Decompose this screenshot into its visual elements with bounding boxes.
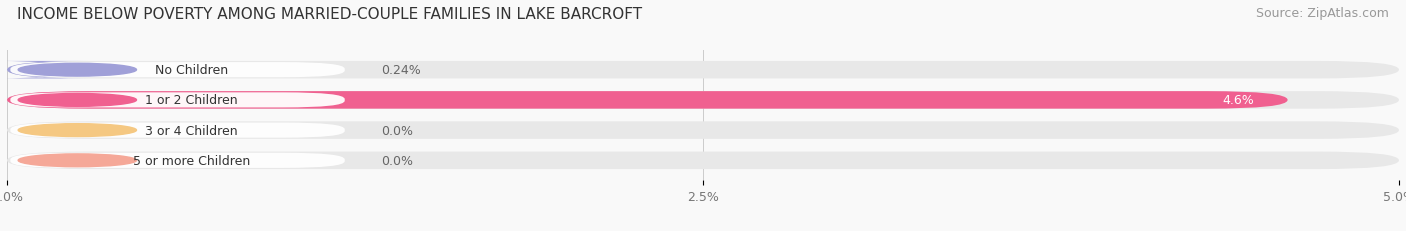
FancyBboxPatch shape <box>7 122 1399 139</box>
FancyBboxPatch shape <box>0 62 87 79</box>
Text: 0.0%: 0.0% <box>381 124 413 137</box>
FancyBboxPatch shape <box>7 92 1288 109</box>
Text: 4.6%: 4.6% <box>1222 94 1254 107</box>
FancyBboxPatch shape <box>10 63 344 78</box>
FancyBboxPatch shape <box>10 153 344 168</box>
Circle shape <box>18 64 136 77</box>
FancyBboxPatch shape <box>7 62 1399 79</box>
Text: INCOME BELOW POVERTY AMONG MARRIED-COUPLE FAMILIES IN LAKE BARCROFT: INCOME BELOW POVERTY AMONG MARRIED-COUPL… <box>17 7 643 22</box>
FancyBboxPatch shape <box>10 123 344 138</box>
Text: 5 or more Children: 5 or more Children <box>132 154 250 167</box>
Text: No Children: No Children <box>155 64 228 77</box>
Text: 0.0%: 0.0% <box>381 154 413 167</box>
FancyBboxPatch shape <box>7 152 1399 169</box>
Text: 1 or 2 Children: 1 or 2 Children <box>145 94 238 107</box>
Circle shape <box>18 124 136 137</box>
FancyBboxPatch shape <box>10 93 344 108</box>
Circle shape <box>18 154 136 167</box>
Text: 3 or 4 Children: 3 or 4 Children <box>145 124 238 137</box>
FancyBboxPatch shape <box>7 92 1399 109</box>
Text: Source: ZipAtlas.com: Source: ZipAtlas.com <box>1256 7 1389 20</box>
Text: 0.24%: 0.24% <box>381 64 422 77</box>
Circle shape <box>18 94 136 107</box>
